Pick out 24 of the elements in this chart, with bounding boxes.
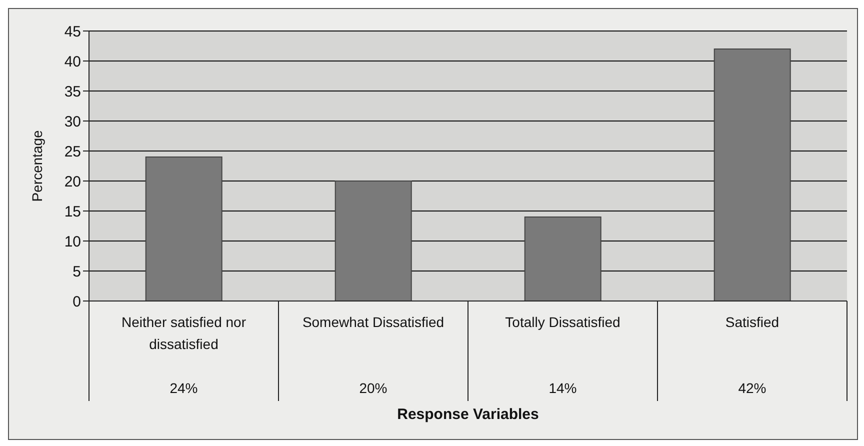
y-tick-label: 20 (64, 173, 81, 190)
data-label: 42% (738, 380, 766, 396)
x-axis-title: Response Variables (397, 406, 539, 423)
bar (334, 180, 412, 301)
y-tick-label: 35 (64, 83, 81, 100)
x-tick-label: Totally Dissatisfied (505, 314, 620, 330)
y-tick-label: 10 (64, 233, 81, 250)
x-tick-label: Satisfied (725, 314, 780, 330)
y-tick-label: 45 (64, 23, 81, 40)
bar (145, 156, 222, 301)
y-axis-title: Percentage (28, 130, 45, 202)
y-tick-label: 40 (64, 53, 81, 70)
x-tick-label: Somewhat Dissatisfied (302, 314, 444, 330)
data-label: 14% (548, 380, 577, 396)
data-label: 24% (170, 380, 198, 396)
bar (524, 216, 602, 301)
y-tick-label: 25 (64, 143, 81, 160)
x-tick-label: Neither satisfied nor dissatisfied (121, 314, 246, 352)
y-tick-label: 0 (72, 293, 81, 310)
y-tick-label: 30 (64, 113, 81, 130)
data-label: 20% (359, 380, 388, 396)
bar (714, 48, 791, 301)
y-tick-label: 15 (64, 203, 81, 220)
y-tick-label: 5 (72, 263, 81, 280)
